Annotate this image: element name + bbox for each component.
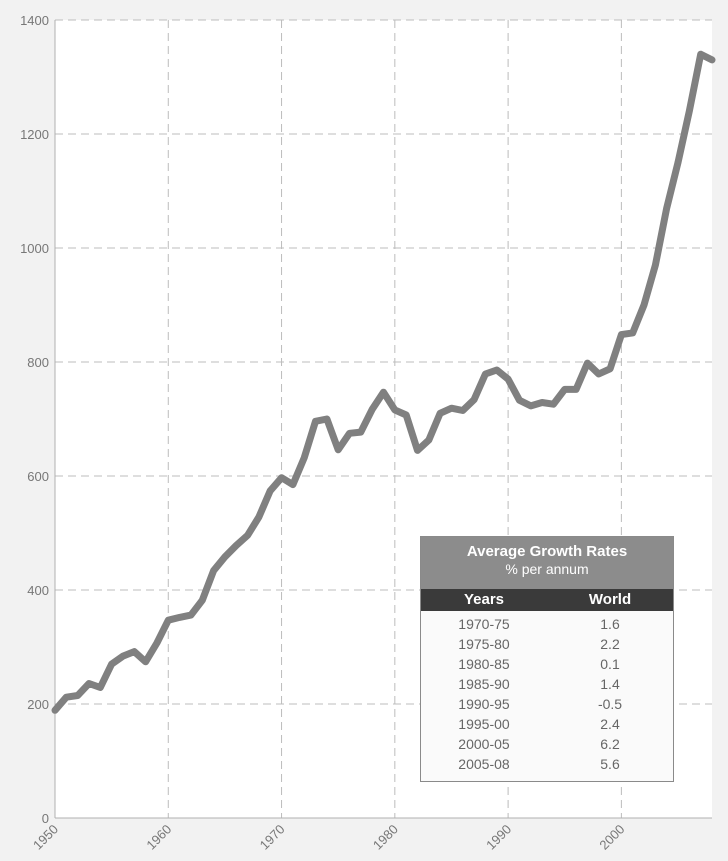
table-row: 1985-90 1.4 — [421, 674, 673, 694]
x-tick-label: 1980 — [370, 822, 401, 853]
y-tick-label: 1000 — [20, 241, 49, 256]
row-world: 0.1 — [600, 656, 620, 672]
table-row: 2000-05 6.2 — [421, 734, 673, 754]
row-world: 1.4 — [600, 676, 620, 692]
y-tick-label: 1400 — [20, 13, 49, 28]
row-years: 1975-80 — [458, 636, 510, 652]
growth-table-subtitle: % per annum — [505, 561, 589, 577]
table-row: 2005-08 5.6 — [421, 754, 673, 774]
growth-table-body: 1970-75 1.6 1975-80 2.2 1980-85 0.1 1985… — [421, 611, 673, 774]
growth-table-header: Average Growth Rates % per annum — [421, 537, 673, 589]
y-tick-label: 200 — [27, 697, 49, 712]
row-world: 6.2 — [600, 736, 620, 752]
table-row: 1975-80 2.2 — [421, 634, 673, 654]
y-tick-label: 0 — [42, 811, 49, 826]
x-tick-label: 2000 — [596, 822, 627, 853]
row-years: 1970-75 — [458, 616, 510, 632]
row-years: 1985-90 — [458, 676, 510, 692]
x-tick-label: 1950 — [30, 822, 61, 853]
row-world: -0.5 — [597, 696, 623, 712]
row-world: 2.2 — [600, 636, 620, 652]
growth-rates-table: Average Growth Rates % per annum Years W… — [420, 536, 674, 782]
x-tick-label: 1990 — [483, 822, 514, 853]
growth-table-columns: Years World — [421, 589, 673, 611]
column-header-years: Years — [463, 591, 505, 608]
row-world: 1.6 — [600, 616, 620, 632]
table-row: 1990-95 -0.5 — [421, 694, 673, 714]
growth-table-title: Average Growth Rates — [466, 543, 628, 560]
y-tick-label: 1200 — [20, 127, 49, 142]
row-years: 2000-05 — [458, 736, 510, 752]
table-row: 1970-75 1.6 — [421, 614, 673, 634]
x-tick-label: 1960 — [143, 822, 174, 853]
y-tick-label: 400 — [27, 583, 49, 598]
row-years: 1990-95 — [458, 696, 510, 712]
x-tick-label: 1970 — [257, 822, 288, 853]
series-line — [51, 50, 716, 714]
row-years: 2005-08 — [458, 756, 510, 772]
y-tick-label: 800 — [27, 355, 49, 370]
table-row: 1995-00 2.4 — [421, 714, 673, 734]
row-years: 1995-00 — [458, 716, 510, 732]
y-tick-label: 600 — [27, 469, 49, 484]
column-header-world: World — [588, 591, 632, 608]
row-world: 2.4 — [600, 716, 620, 732]
table-row: 1980-85 0.1 — [421, 654, 673, 674]
row-years: 1980-85 — [458, 656, 510, 672]
row-world: 5.6 — [600, 756, 620, 772]
